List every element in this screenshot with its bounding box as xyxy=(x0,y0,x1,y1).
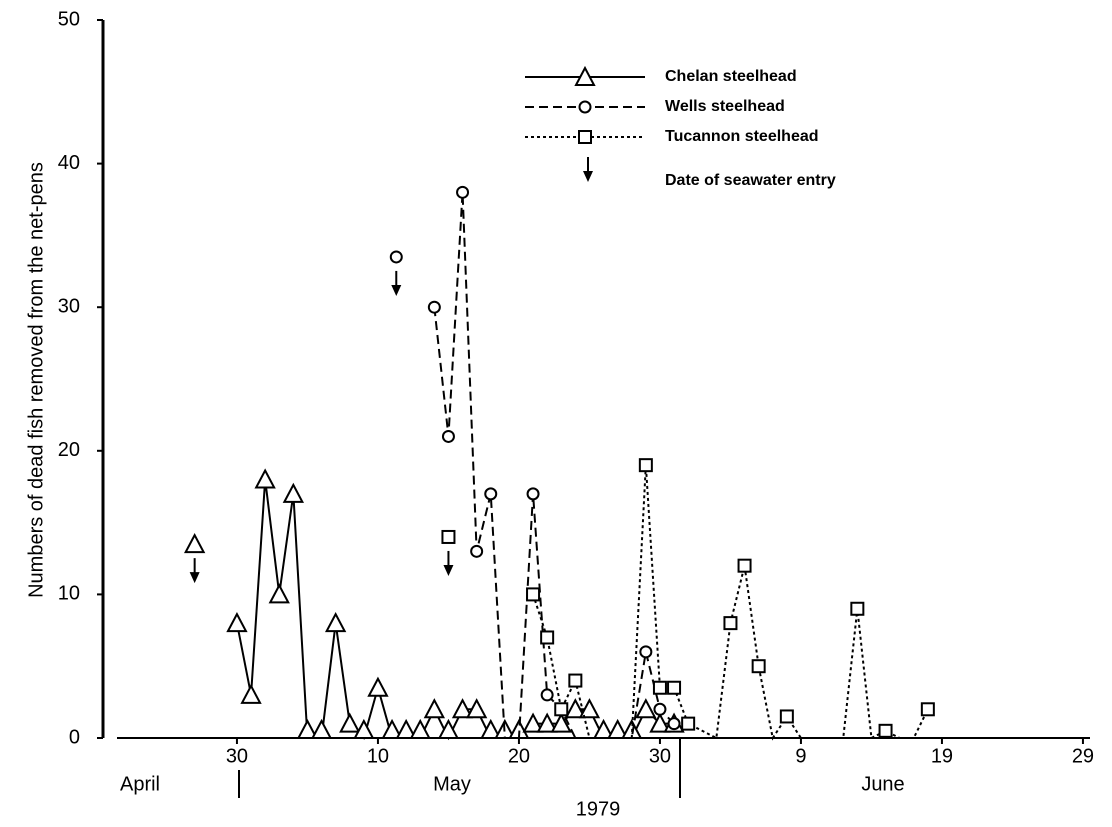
marker xyxy=(427,300,441,314)
entry-arrow-head xyxy=(189,572,200,584)
month-label: April xyxy=(120,773,160,795)
marker xyxy=(635,698,657,719)
series-line xyxy=(235,479,675,741)
marker xyxy=(526,587,541,602)
marker xyxy=(878,723,893,738)
series-line xyxy=(532,465,929,741)
x-tick-label: 30 xyxy=(226,745,248,767)
marker xyxy=(526,487,540,501)
marker xyxy=(240,683,262,704)
marker xyxy=(639,645,653,659)
legend-label: Chelan steelhead xyxy=(665,68,797,85)
y-tick-label: 10 xyxy=(58,583,80,605)
marker xyxy=(381,718,403,739)
marker xyxy=(465,698,488,719)
marker xyxy=(638,458,653,473)
marker xyxy=(653,702,667,716)
x-tick-label: 20 xyxy=(508,745,530,767)
marker xyxy=(578,130,592,144)
marker xyxy=(550,712,572,733)
marker xyxy=(441,429,455,443)
marker xyxy=(437,718,460,739)
marker xyxy=(779,709,794,724)
y-tick-label: 0 xyxy=(69,726,80,748)
marker xyxy=(751,659,766,674)
entry-arrow-head xyxy=(443,564,454,576)
month-label: June xyxy=(861,773,904,795)
marker xyxy=(395,718,417,739)
marker xyxy=(268,583,290,604)
marker xyxy=(310,718,333,739)
marker xyxy=(540,688,554,702)
entry-arrow-head xyxy=(391,284,402,296)
y-tick-label: 30 xyxy=(58,295,80,317)
marker xyxy=(451,698,474,719)
marker xyxy=(456,185,470,199)
marker xyxy=(606,718,629,739)
y-tick-label: 50 xyxy=(58,8,80,30)
marker xyxy=(367,676,389,697)
marker xyxy=(578,100,592,114)
x-axis-label: 1979 xyxy=(576,798,621,820)
marker xyxy=(324,611,347,633)
marker xyxy=(649,712,671,733)
entry-arrow-head xyxy=(583,171,593,182)
marker xyxy=(850,601,865,616)
marker xyxy=(667,680,682,695)
x-tick-label: 30 xyxy=(649,745,671,767)
marker xyxy=(339,712,361,733)
x-tick-label: 9 xyxy=(795,745,806,767)
legend-label: Wells steelhead xyxy=(665,98,785,115)
x-tick-label: 10 xyxy=(367,745,389,767)
marker xyxy=(409,718,431,739)
marker xyxy=(681,716,696,731)
marker xyxy=(540,630,555,645)
y-axis-label: Numbers of dead fish removed from the ne… xyxy=(25,162,47,598)
marker xyxy=(578,698,601,719)
marker xyxy=(522,712,544,733)
marker xyxy=(564,698,587,719)
series-line xyxy=(433,192,675,739)
marker xyxy=(441,529,456,544)
marker xyxy=(536,712,558,733)
marker xyxy=(423,698,446,719)
marker xyxy=(480,718,502,739)
marker xyxy=(226,611,248,633)
marker xyxy=(254,468,276,489)
marker xyxy=(920,702,935,717)
marker xyxy=(296,718,319,739)
marker xyxy=(484,487,498,501)
y-tick-label: 40 xyxy=(58,152,80,174)
marker xyxy=(723,616,738,631)
marker xyxy=(568,673,583,688)
legend-label: Date of seawater entry xyxy=(665,172,836,189)
marker xyxy=(183,533,206,554)
month-label: May xyxy=(433,773,471,795)
marker xyxy=(470,544,484,558)
marker xyxy=(652,680,667,695)
legend-label: Tucannon steelhead xyxy=(665,128,819,145)
y-tick-label: 20 xyxy=(58,439,80,461)
x-tick-label: 29 xyxy=(1072,745,1094,767)
marker xyxy=(574,65,596,86)
marker xyxy=(737,558,752,573)
marker xyxy=(282,482,305,503)
marker xyxy=(353,718,375,739)
x-tick-label: 19 xyxy=(931,745,953,767)
marker xyxy=(554,702,569,717)
marker xyxy=(389,250,403,264)
marker xyxy=(667,717,681,731)
